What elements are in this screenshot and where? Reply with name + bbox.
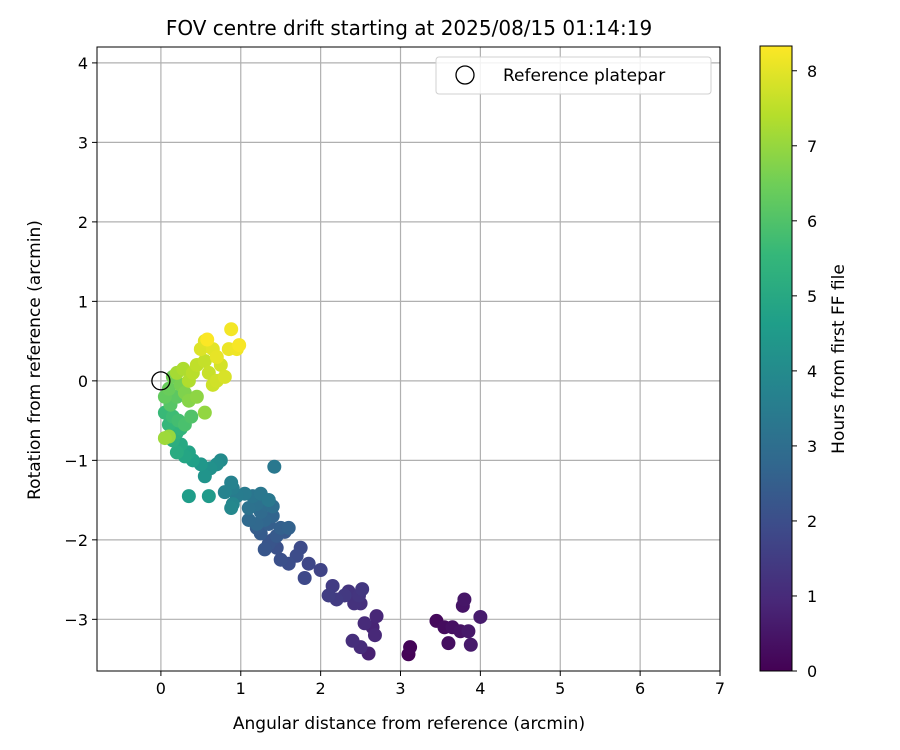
legend-box (435, 56, 712, 95)
data-point (181, 489, 196, 504)
y-tick-label: −3 (64, 610, 88, 629)
reference-layer (151, 371, 171, 391)
y-tick-label: 0 (78, 372, 88, 391)
data-point (473, 609, 488, 624)
data-point (197, 469, 212, 484)
y-tick-label: 2 (78, 213, 88, 232)
x-tick-label: 0 (156, 679, 166, 698)
colorbar-tick-label: 6 (807, 212, 817, 231)
data-point (232, 338, 247, 353)
data-point (273, 552, 288, 567)
data-point (267, 459, 282, 474)
data-point (257, 542, 272, 557)
data-point (261, 493, 276, 508)
colorbar-tick-label: 5 (807, 287, 817, 306)
data-point (189, 389, 204, 404)
colorbar-tick-label: 2 (807, 512, 817, 531)
data-point (297, 570, 312, 585)
legend: Reference platepar (435, 56, 712, 95)
data-point (463, 637, 478, 652)
data-point (217, 485, 232, 500)
data-point (357, 616, 372, 631)
colorbar-tick-label: 7 (807, 137, 817, 156)
colorbar-tick-label: 0 (807, 662, 817, 681)
data-point (200, 332, 215, 347)
x-tick-label: 7 (715, 679, 725, 698)
data-point (461, 624, 476, 639)
colorbar-tick-label: 4 (807, 362, 817, 381)
data-point (224, 501, 239, 516)
data-point (281, 520, 296, 535)
data-point (355, 582, 370, 597)
plot-frame (96, 46, 721, 672)
data-point (403, 640, 418, 655)
colorbar-gradient (759, 45, 793, 672)
data-point (224, 322, 239, 337)
data-point (241, 501, 256, 516)
colorbar-tick-label: 3 (807, 437, 817, 456)
x-axis-label: Angular distance from reference (arcmin) (233, 714, 585, 734)
y-tick-label: −1 (64, 451, 88, 470)
data-point (197, 353, 212, 368)
data-point (169, 445, 184, 460)
data-point (441, 636, 456, 651)
x-tick-label: 4 (475, 679, 485, 698)
data-point (457, 592, 472, 607)
colorbar: 0 1 2 3 4 5 6 7 8 Hours from first FF file (759, 45, 849, 681)
data-point (184, 409, 199, 424)
colorbar-tick-label: 8 (807, 62, 817, 81)
data-point (201, 489, 216, 504)
grid (97, 47, 721, 671)
data-point (345, 633, 360, 648)
y-axis-ticks: −3 −2 −1 0 1 2 3 4 (64, 54, 97, 629)
x-tick-label: 2 (316, 679, 326, 698)
x-tick-label: 1 (236, 679, 246, 698)
data-point (321, 588, 336, 603)
data-point (161, 381, 176, 396)
legend-label: Reference platepar (503, 66, 665, 86)
y-tick-label: 3 (78, 133, 88, 152)
y-tick-label: 1 (78, 292, 88, 311)
legend-marker (455, 65, 475, 85)
data-point (369, 609, 384, 624)
data-point (209, 350, 224, 365)
data-point (313, 563, 328, 578)
y-axis-label: Rotation from reference (arcmin) (25, 220, 45, 500)
x-tick-label: 3 (395, 679, 405, 698)
y-tick-label: 4 (78, 54, 88, 73)
colorbar-tick-label: 1 (807, 587, 817, 606)
data-point (217, 369, 232, 384)
y-tick-label: −2 (64, 531, 88, 550)
reference-marker (151, 371, 171, 391)
x-tick-label: 6 (635, 679, 645, 698)
chart-title: FOV centre drift starting at 2025/08/15 … (166, 16, 652, 40)
colorbar-ticks: 0 1 2 3 4 5 6 7 8 (792, 62, 817, 681)
data-point (197, 405, 212, 420)
x-tick-label: 5 (555, 679, 565, 698)
data-point (301, 556, 316, 571)
data-point (157, 431, 172, 446)
data-point (241, 512, 256, 527)
x-axis-ticks: 0 1 2 3 4 5 6 7 (156, 671, 725, 698)
colorbar-label: Hours from first FF file (829, 264, 849, 454)
data-point (367, 628, 382, 643)
data-points (157, 322, 488, 662)
